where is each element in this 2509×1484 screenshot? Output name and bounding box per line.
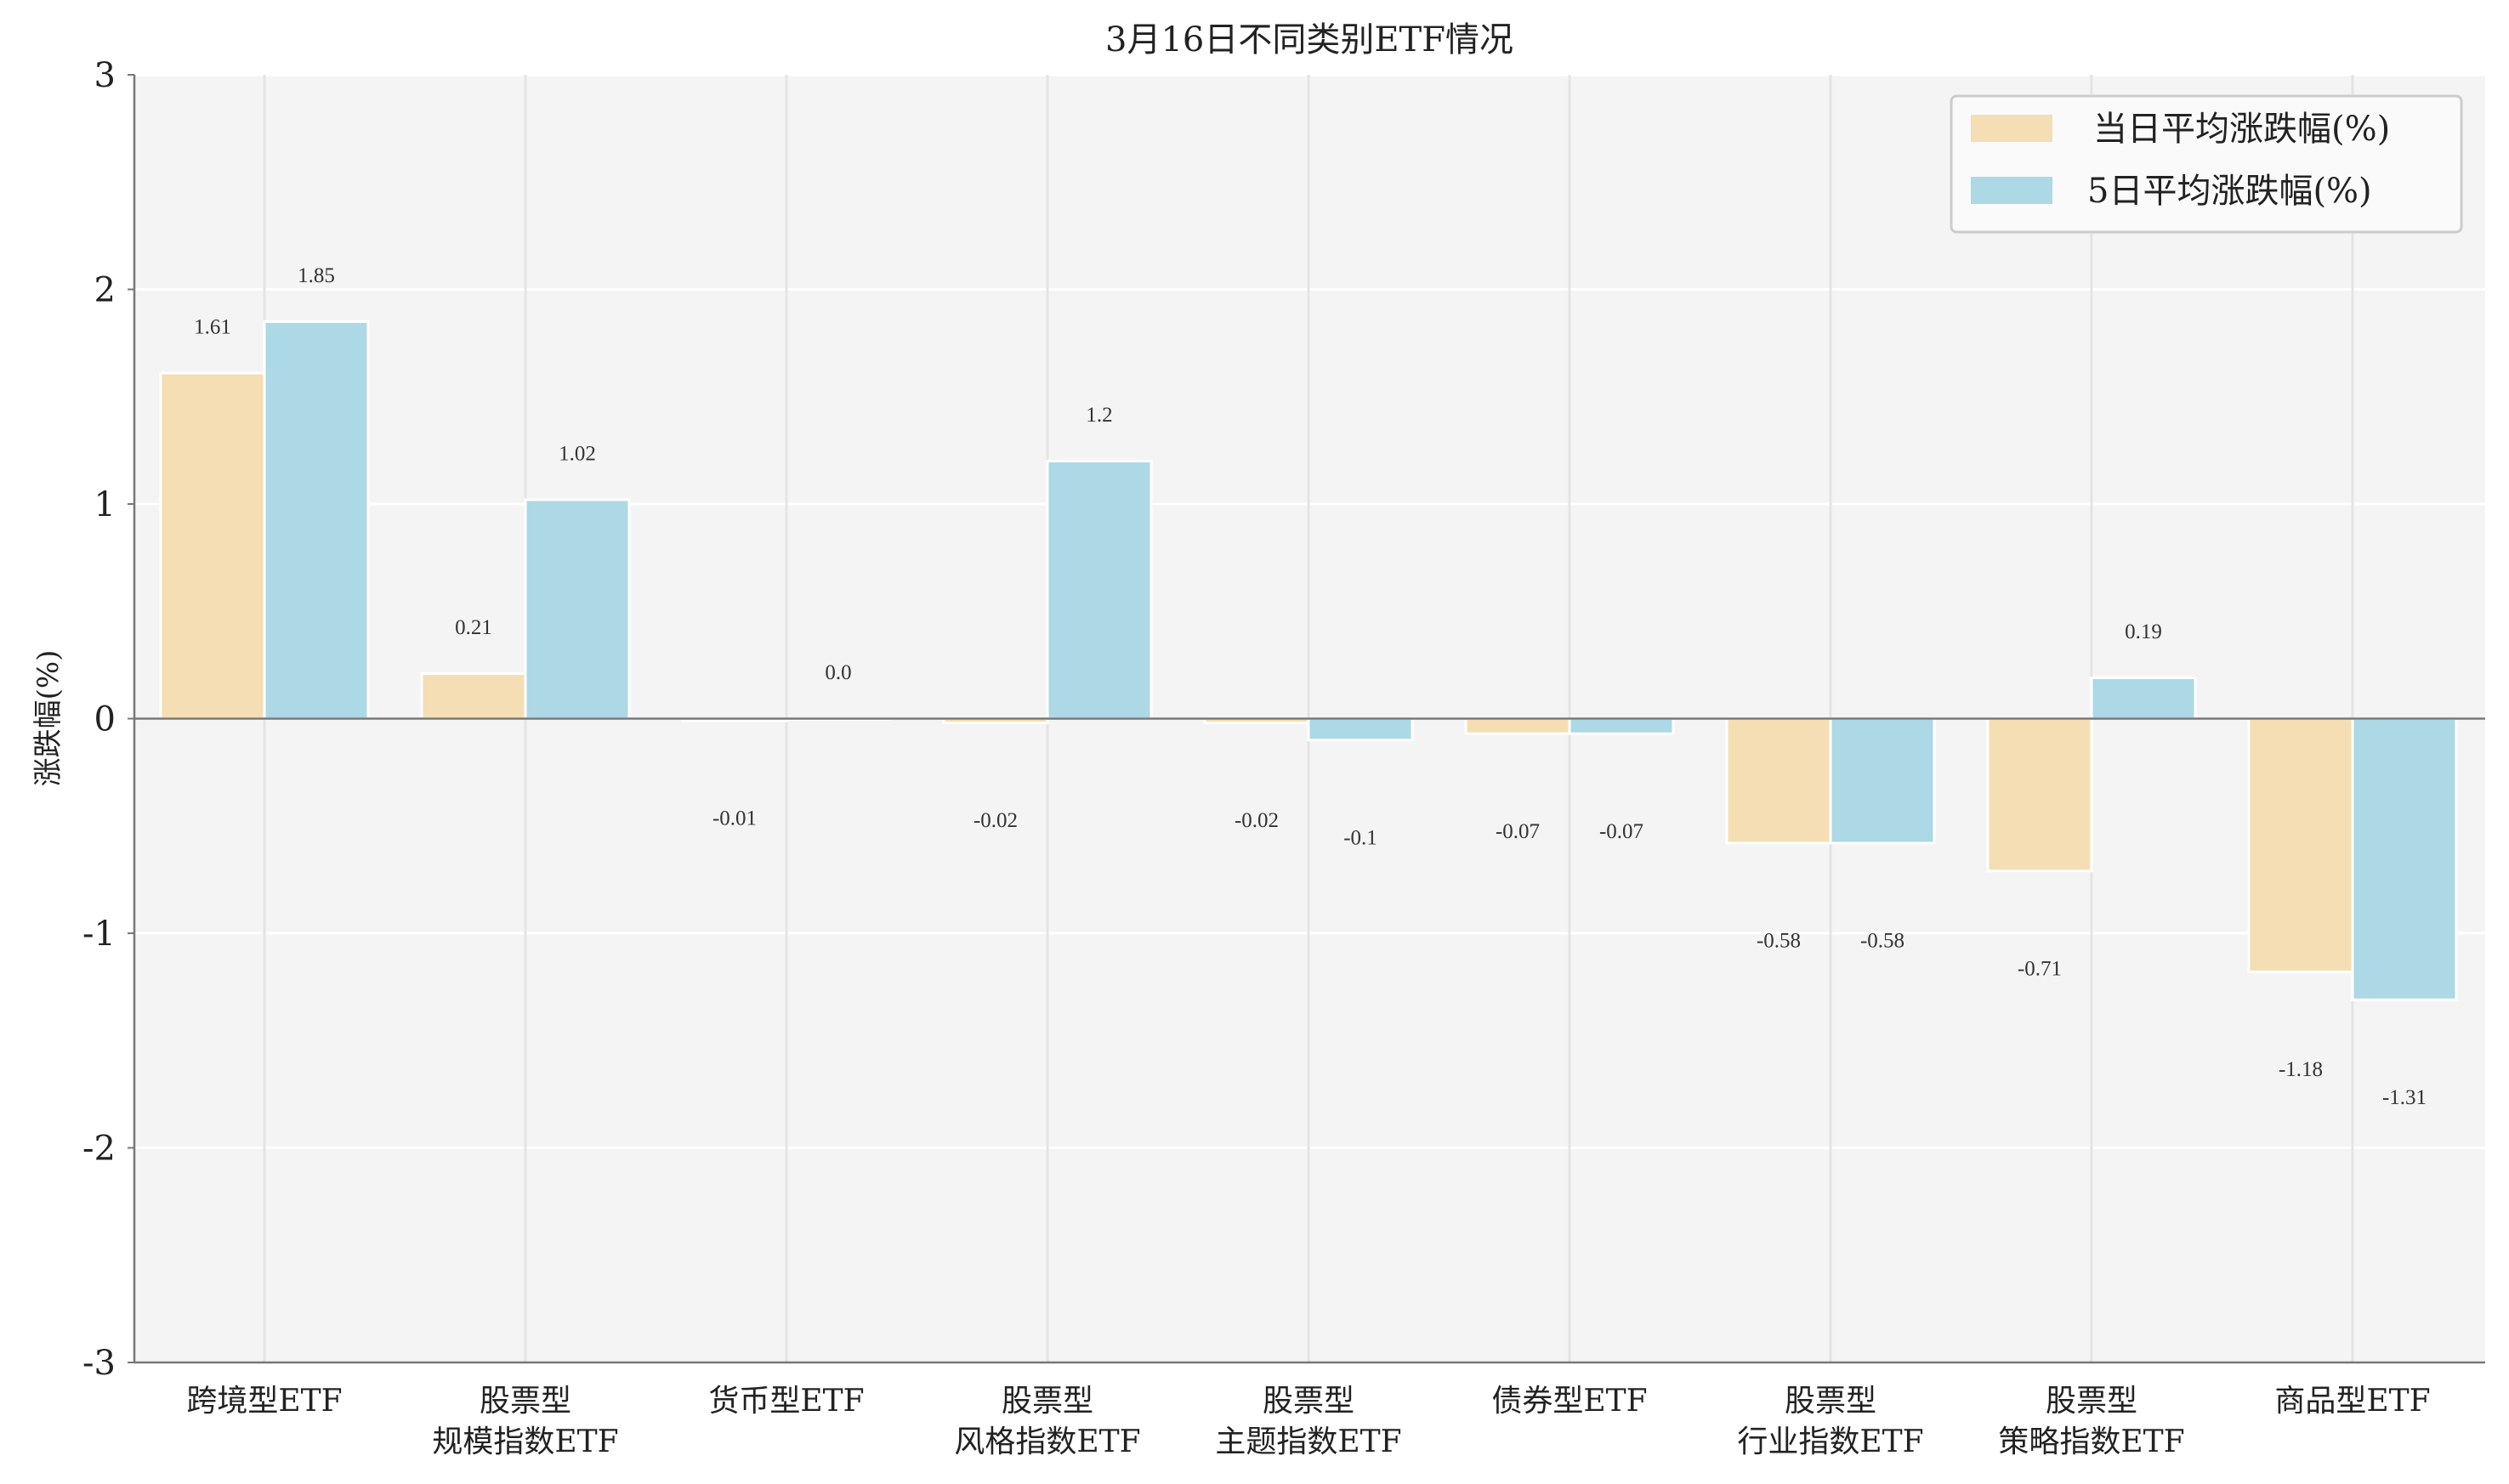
y-axis-label: 涨跌幅(%) [31, 650, 65, 787]
data-label: 1.61 [194, 315, 231, 338]
x-tick-label: 商品型ETF [2274, 1384, 2430, 1419]
data-label: 1.02 [559, 442, 596, 465]
bar-5day [524, 498, 631, 720]
y-tick-label: -3 [82, 1344, 116, 1383]
bar-today [2247, 717, 2354, 973]
data-label: -0.1 [1343, 826, 1377, 849]
data-label: -0.02 [974, 809, 1018, 832]
x-tick-label: 跨境型ETF [186, 1384, 342, 1419]
data-label: -0.01 [712, 807, 757, 830]
data-label: 0.21 [455, 616, 492, 639]
bar-5day [1046, 460, 1153, 720]
bar-5day [2090, 677, 2197, 721]
data-label: -0.02 [1235, 809, 1279, 832]
data-label: -0.07 [1496, 820, 1540, 843]
bar-5day [1829, 717, 1936, 845]
x-tick-label: 股票型 [1263, 1384, 1354, 1419]
bar-5day [1568, 717, 1675, 735]
data-label: 1.85 [298, 264, 335, 287]
data-label: 0.19 [2125, 620, 2162, 643]
data-label: 1.2 [1086, 404, 1112, 427]
x-tick-label: 主题指数ETF [1215, 1425, 1401, 1459]
data-label: -1.31 [2382, 1086, 2427, 1109]
legend-swatch-5day [1971, 177, 2052, 204]
legend-box [1950, 94, 2463, 234]
legend: 当日平均涨跌幅(%) 5日平均涨跌幅(%) [1950, 94, 2463, 234]
bar-today [1986, 717, 2093, 873]
bar-5day [1307, 717, 1414, 742]
x-tick-label: 货币型ETF [708, 1384, 864, 1419]
y-tick-label: 2 [94, 271, 116, 310]
x-tick-label: 债券型ETF [1491, 1384, 1647, 1419]
legend-label-5day: 5日平均涨跌幅(%) [2087, 172, 2372, 211]
legend-swatch-today [1971, 115, 2052, 142]
bar-today [159, 371, 266, 720]
data-label: -0.07 [1599, 820, 1643, 843]
chart-title: 3月16日不同类别ETF情况 [1105, 20, 1513, 59]
x-tick-label: 股票型 [480, 1384, 571, 1419]
x-tick-label: 行业指数ETF [1737, 1425, 1923, 1459]
bar-5day [263, 320, 370, 720]
x-tick-label: 股票型 [1002, 1384, 1093, 1419]
y-tick-label: 0 [94, 700, 116, 739]
y-tick-label: -2 [82, 1130, 116, 1169]
data-label: -0.71 [2018, 957, 2062, 980]
x-tick-label: 策略指数ETF [1998, 1425, 2184, 1459]
y-tick-label: 1 [94, 485, 116, 524]
x-tick-label: 规模指数ETF [432, 1425, 618, 1459]
data-label: -0.58 [1860, 930, 1904, 953]
data-label: -0.58 [1757, 930, 1801, 953]
x-tick-label: 股票型 [2046, 1384, 2137, 1419]
x-tick-label: 风格指数ETF [954, 1425, 1140, 1459]
x-tick-label: 股票型 [1785, 1384, 1876, 1419]
bar-today [1464, 717, 1571, 735]
data-label: -1.18 [2279, 1058, 2323, 1081]
data-label: 0.0 [825, 661, 851, 684]
bar-today [420, 671, 527, 720]
bar-5day [2351, 717, 2458, 1001]
y-tick-label: -1 [82, 915, 116, 954]
y-tick-label: 3 [94, 56, 116, 95]
bar-today [1725, 717, 1832, 845]
legend-label-today: 当日平均涨跌幅(%) [2093, 110, 2390, 149]
